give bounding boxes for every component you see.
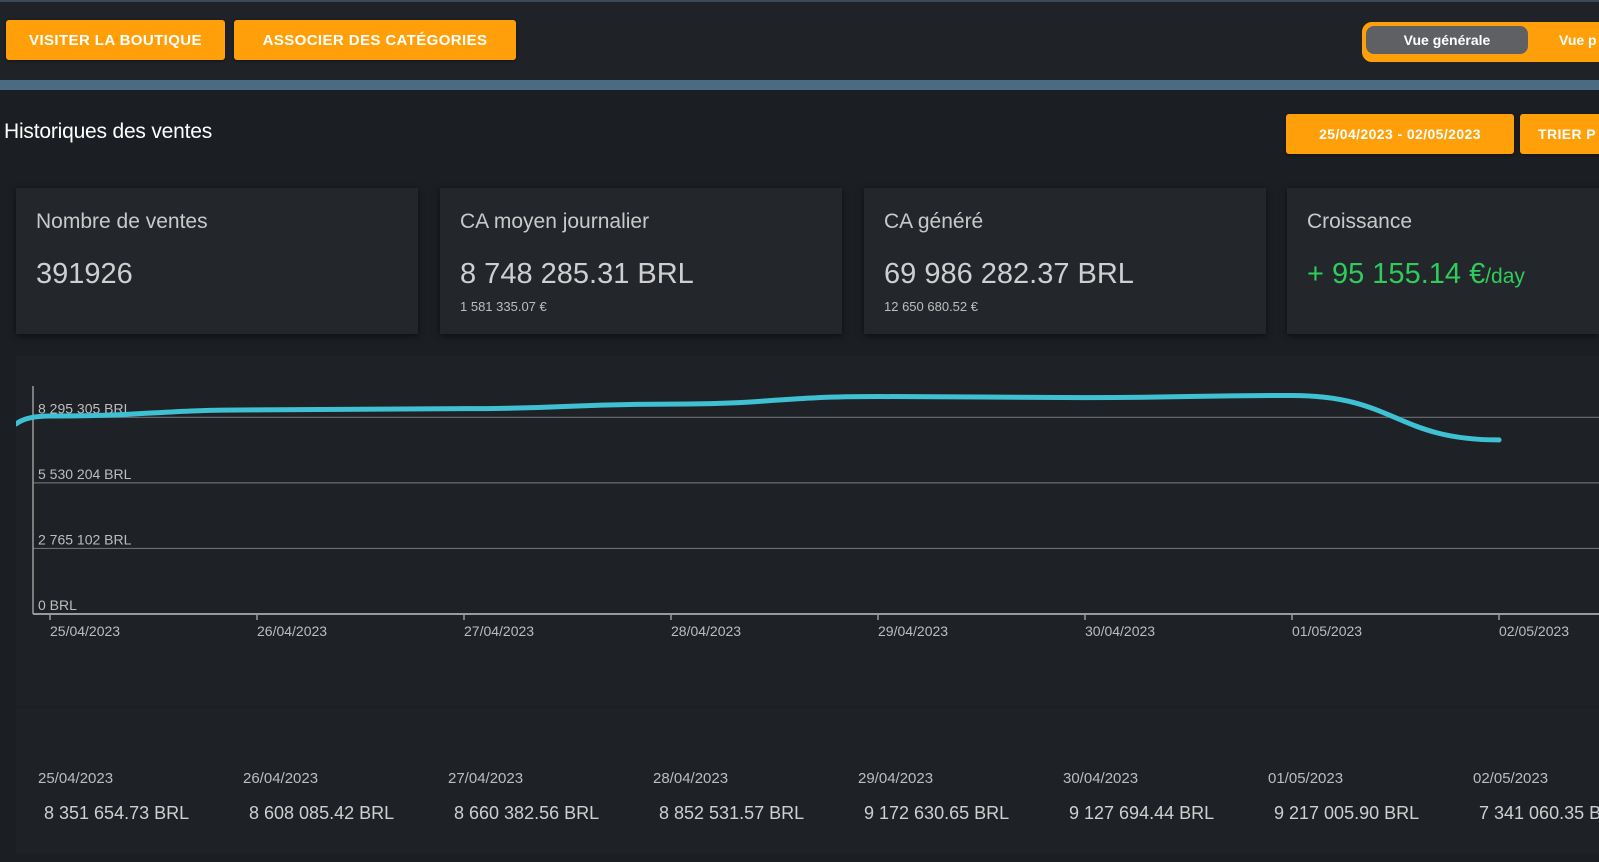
- growth-amount: + 95 155.14 €: [1307, 258, 1486, 290]
- data-point: [1496, 437, 1502, 443]
- daily-amount: 8 852 531.57 BRL: [659, 803, 805, 823]
- growth-value: + 95 155.14 €/day: [1307, 258, 1525, 291]
- assign-categories-button[interactable]: ASSOCIER DES CATÉGORIES: [234, 20, 516, 60]
- sales-line-chart: 0 BRL 2 765 102 BRL 5 530 204 BRL 8 295 305…: [13, 386, 1599, 639]
- x-tick-label: 29/04/2023: [878, 623, 948, 639]
- section-divider: [0, 80, 1599, 90]
- stat-label: Croissance: [1307, 210, 1413, 233]
- page-title: Historiques des ventes: [4, 120, 213, 143]
- data-point: [1082, 395, 1088, 400]
- daily-amount: 9 217 005.90 BRL: [1274, 803, 1420, 823]
- x-tick-label: 25/04/2023: [50, 623, 120, 639]
- series-line: [47, 392, 1502, 443]
- daily-date: 27/04/2023: [448, 770, 524, 787]
- daily-date: 25/04/2023: [38, 770, 114, 787]
- x-tick-label: 01/05/2023: [1292, 623, 1362, 639]
- visit-shop-button[interactable]: VISITER LA BOUTIQUE: [6, 20, 225, 60]
- daily-date: 29/04/2023: [858, 770, 934, 787]
- x-tick-label: 26/04/2023: [257, 623, 327, 639]
- data-point: [461, 406, 467, 412]
- daily-amount: 9 127 694.44 BRL: [1069, 803, 1215, 823]
- stat-subvalue: 1 581 335.07 €: [460, 299, 547, 314]
- x-tick-label: 28/04/2023: [671, 623, 741, 639]
- data-point: [1289, 393, 1295, 398]
- data-point: [47, 413, 53, 419]
- stat-value: 69 986 282.37 BRL: [884, 258, 1134, 290]
- stat-card-sales-count: Nombre de ventes 391926: [16, 188, 418, 334]
- daily-date: 01/05/2023: [1268, 770, 1344, 787]
- date-range-button[interactable]: 25/04/2023 - 02/05/2023: [1286, 114, 1514, 154]
- daily-amount: 8 351 654.73 BRL: [44, 803, 190, 823]
- x-tick-label: 27/04/2023: [464, 623, 534, 639]
- daily-date: 02/05/2023: [1473, 770, 1549, 787]
- series-line-lead: [13, 413, 53, 427]
- daily-amount: 9 172 630.65 BRL: [864, 803, 1010, 823]
- daily-date: 28/04/2023: [653, 770, 729, 787]
- stat-card-daily-average: CA moyen journalier 8 748 285.31 BRL 1 5…: [440, 188, 842, 334]
- sort-button[interactable]: TRIER P: [1520, 114, 1599, 154]
- view-toggle-other[interactable]: Vue p: [1559, 32, 1597, 48]
- y-tick-label: 0 BRL: [38, 597, 77, 613]
- sales-chart-panel: 0 BRL 2 765 102 BRL 5 530 204 BRL 8 295 305…: [13, 356, 1599, 706]
- top-border: [0, 0, 1599, 2]
- y-tick-label: 5 530 204 BRL: [38, 466, 132, 482]
- daily-amount: 8 660 382.56 BRL: [454, 803, 600, 823]
- stat-value: 391926: [36, 258, 133, 290]
- stat-label: CA moyen journalier: [460, 210, 650, 233]
- y-tick-label: 8 295 305 BRL: [38, 400, 132, 416]
- stat-subvalue: 12 650 680.52 €: [884, 299, 978, 314]
- data-point: [668, 401, 674, 407]
- stat-card-revenue: CA généré 69 986 282.37 BRL 12 650 680.5…: [864, 188, 1266, 334]
- stat-card-growth: Croissance + 95 155.14 €/day: [1287, 188, 1599, 334]
- daily-amount: 7 341 060.35 B: [1479, 803, 1599, 823]
- stat-label: CA généré: [884, 210, 984, 233]
- data-point: [875, 394, 881, 399]
- growth-unit: /day: [1485, 265, 1525, 288]
- daily-date: 30/04/2023: [1063, 770, 1139, 787]
- daily-amount: 8 608 085.42 BRL: [249, 803, 395, 823]
- view-toggle[interactable]: Vue générale Vue p: [1362, 22, 1599, 62]
- x-tick-label: 02/05/2023: [1499, 623, 1569, 639]
- stat-label: Nombre de ventes: [36, 210, 208, 233]
- daily-date: 26/04/2023: [243, 770, 319, 787]
- y-tick-label: 2 765 102 BRL: [38, 531, 132, 547]
- data-point: [254, 407, 260, 413]
- view-toggle-general[interactable]: Vue générale: [1366, 26, 1528, 54]
- stat-value: 8 748 285.31 BRL: [460, 258, 694, 290]
- x-tick-label: 30/04/2023: [1085, 623, 1155, 639]
- daily-values-panel: 25/04/2023 8 351 654.73 BRL 26/04/2023 8 60…: [16, 708, 1599, 854]
